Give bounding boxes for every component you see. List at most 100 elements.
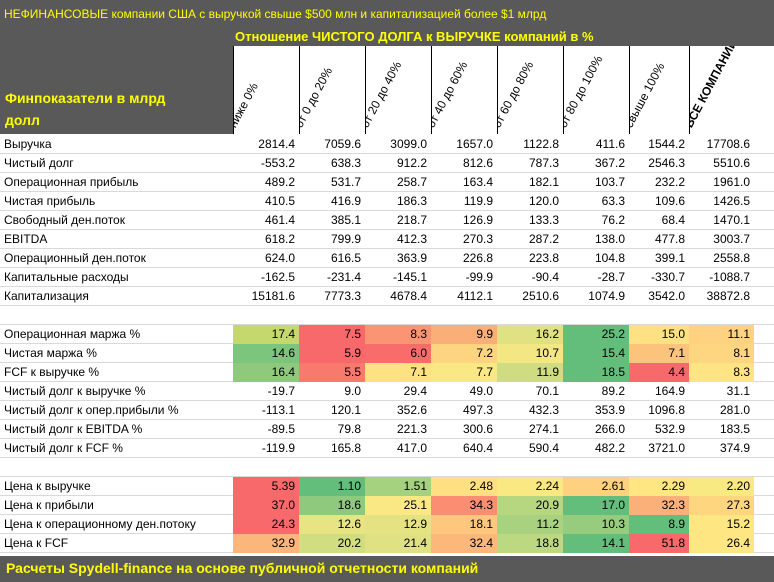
table-cell: 7.2 — [431, 344, 497, 363]
table-cell: 25.1 — [365, 496, 431, 515]
table-cell: 26.4 — [689, 534, 754, 553]
row-label: Цена к прибыли — [4, 498, 94, 512]
row-header-cell: Финпоказатели в млрд долл — [0, 46, 233, 134]
row-label: Чистый долг к FCF % — [4, 441, 123, 455]
table-row: Чистая прибыль 410.5 416.9 186.3 119.9 120.0 6… — [0, 192, 774, 211]
table-cell: 7.5 — [299, 325, 365, 344]
table-cell: 16.2 — [497, 325, 563, 344]
table-cell: -330.7 — [650, 270, 685, 284]
table-cell: 226.8 — [462, 251, 493, 265]
footer-text: Расчеты Spydell-finance на основе публич… — [6, 560, 479, 576]
spacer-row — [0, 458, 774, 477]
column-header-label: от 20 до 40% — [365, 59, 405, 130]
table-cell: -553.2 — [260, 156, 295, 170]
table-cell: 32.9 — [233, 534, 299, 553]
table-cell: 8.3 — [689, 363, 754, 382]
row-label: Выручка — [4, 137, 52, 151]
table-cell: 2.61 — [563, 477, 629, 496]
row-header-line1: Финпоказатели в млрд — [5, 90, 166, 106]
table-row: FCF к выручке % 16.4 5.5 7.1 7.7 11.9 18.5 4.4 8… — [0, 363, 774, 382]
table-cell: 1096.8 — [648, 403, 685, 417]
table-cell: 120.1 — [330, 403, 361, 417]
table-cell: 133.3 — [528, 213, 559, 227]
table-cell: 164.9 — [654, 384, 685, 398]
table-cell: 182.1 — [528, 175, 559, 189]
table-cell: 163.4 — [462, 175, 493, 189]
column-header: от 20 до 40% — [365, 46, 432, 134]
table-cell: 11.1 — [689, 325, 754, 344]
table-cell: 2814.4 — [258, 137, 295, 151]
table-row: Чистый долг к опер.прибыли % -113.1 120.1 3… — [0, 401, 774, 420]
table-cell: 223.8 — [528, 251, 559, 265]
table-cell: 38872.8 — [706, 289, 750, 303]
table-cell: 27.3 — [689, 496, 754, 515]
table-cell: 49.0 — [469, 384, 493, 398]
row-label: Операционный ден.поток — [4, 251, 146, 265]
table-cell: 624.0 — [264, 251, 295, 265]
table-cell: 258.7 — [396, 175, 427, 189]
table-cell: 353.9 — [594, 403, 625, 417]
table-cell: 68.4 — [661, 213, 685, 227]
table-cell: 2510.6 — [522, 289, 559, 303]
table-cell: 18.1 — [431, 515, 497, 534]
table-cell: 15.0 — [629, 325, 689, 344]
column-header: от 60 до 80% — [497, 46, 564, 134]
table-cell: 17708.6 — [706, 137, 750, 151]
table-cell: 14.6 — [233, 344, 299, 363]
title-bar: НЕФИНАНСОВЫЕ компании США с выручкой свы… — [0, 0, 774, 28]
table-cell: 532.9 — [654, 422, 685, 436]
table-cell: 14.1 — [563, 534, 629, 553]
table-cell: 29.4 — [403, 384, 427, 398]
table-cell: 5.9 — [299, 344, 365, 363]
subtitle: Отношение ЧИСТОГО ДОЛГА к ВЫРУЧКЕ компан… — [235, 29, 594, 44]
table-cell: 11.9 — [497, 363, 563, 382]
table-cell: -89.5 — [267, 422, 295, 436]
table-row: Цена к прибыли 37.0 18.6 25.1 34.3 20.9 17.0 32… — [0, 496, 774, 515]
table-cell: 7.1 — [365, 363, 431, 382]
table-cell: 32.3 — [629, 496, 689, 515]
table-cell: -162.5 — [260, 270, 295, 284]
table-row: Выручка 2814.4 7059.6 3099.0 1657.0 1122.8 411… — [0, 135, 774, 154]
table-row: Чистый долг к выручке % -19.7 9.0 29.4 49.0 7… — [0, 382, 774, 401]
table-cell: 5510.6 — [713, 156, 750, 170]
table-cell: 20.2 — [299, 534, 365, 553]
table-row: Операционная маржа % 17.4 7.5 8.3 9.9 16.2 25.… — [0, 325, 774, 344]
table-row: Чистая маржа % 14.6 5.9 6.0 7.2 10.7 15.4 7.1 8.… — [0, 344, 774, 363]
table-row: Чистый долг к FCF % -119.9 165.8 417.0 640.4… — [0, 439, 774, 458]
table-cell: 1470.1 — [713, 213, 750, 227]
table-cell: 120.0 — [528, 194, 559, 208]
table-row: Свободный ден.поток 461.4 385.1 218.7 126.9 1… — [0, 211, 774, 230]
table-cell: 103.7 — [594, 175, 625, 189]
table-cell: 640.4 — [462, 441, 493, 455]
table-cell: 270.3 — [462, 232, 493, 246]
row-label: Чистая маржа % — [4, 346, 97, 360]
table-cell: 5.39 — [233, 477, 299, 496]
table-cell: 352.6 — [396, 403, 427, 417]
table-cell: 1657.0 — [456, 137, 493, 151]
footer-bar: Расчеты Spydell-finance на основе публич… — [0, 556, 774, 582]
table-cell: 6.0 — [365, 344, 431, 363]
table-cell: 18.6 — [299, 496, 365, 515]
table-cell: 482.2 — [594, 441, 625, 455]
table-cell: 300.6 — [462, 422, 493, 436]
subtitle-bar: Отношение ЧИСТОГО ДОЛГА к ВЫРУЧКЕ компан… — [0, 28, 774, 46]
table-cell: 21.4 — [365, 534, 431, 553]
table-cell: 104.8 — [594, 251, 625, 265]
table-cell: 76.2 — [601, 213, 625, 227]
column-header-label: ВСЕ КОМПАНИИ — [689, 46, 741, 130]
table-cell: 7059.6 — [324, 137, 361, 151]
table-cell: 12.6 — [299, 515, 365, 534]
row-label: Капитальные расходы — [4, 270, 129, 284]
table-cell: 165.8 — [330, 441, 361, 455]
table-cell: 432.3 — [528, 403, 559, 417]
table-cell: 1122.8 — [523, 137, 559, 151]
table-cell: 8.3 — [365, 325, 431, 344]
table-cell: 3721.0 — [648, 441, 685, 455]
table-row: Цена к FCF 32.9 20.2 21.4 32.4 18.8 14.1 51.8 26… — [0, 534, 774, 553]
table-row: Чистый долг -553.2 638.3 912.2 812.6 787.3 367… — [0, 154, 774, 173]
column-header: ниже 0% — [233, 46, 300, 134]
table-row: Капитальные расходы -162.5 -231.4 -145.1 -99… — [0, 268, 774, 287]
table-cell: 20.9 — [497, 496, 563, 515]
table-cell: 18.8 — [497, 534, 563, 553]
